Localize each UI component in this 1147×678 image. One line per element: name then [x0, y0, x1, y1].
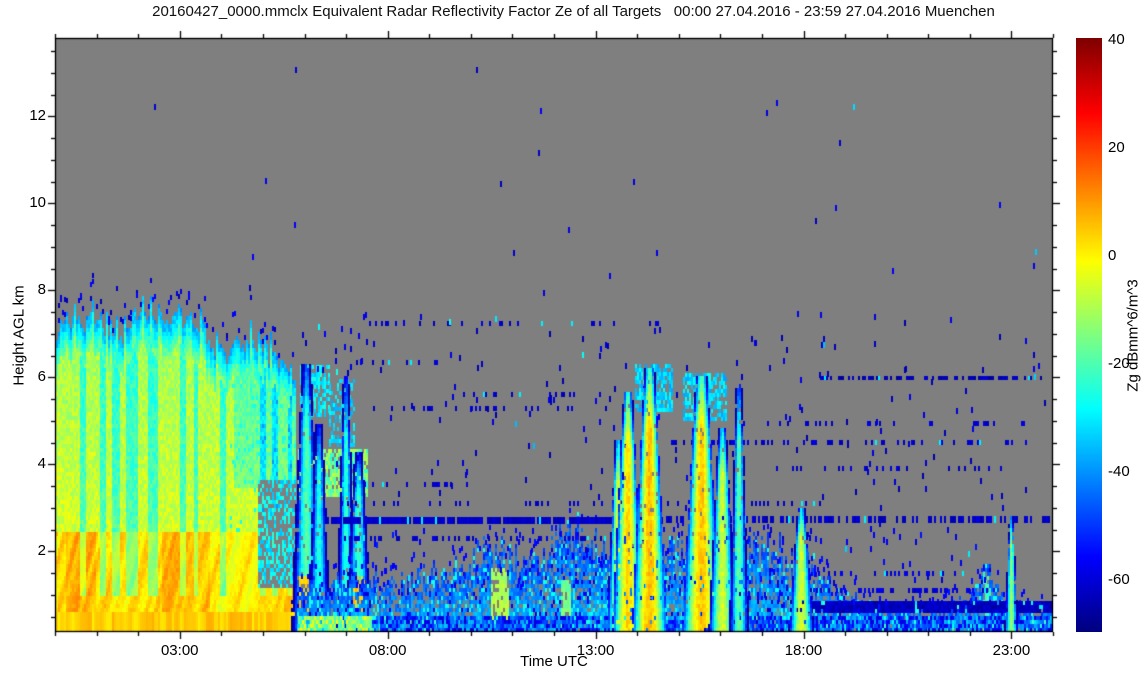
x-tick-label: 03:00	[160, 642, 199, 659]
colorbar-tick-label: 20	[1108, 139, 1125, 156]
colorbar-tick-label: 0	[1108, 247, 1117, 264]
colorbar-tick-label: 40	[1108, 31, 1125, 48]
colorbar	[1076, 38, 1102, 632]
colorbar-unit-label: Zg dBmm^6/m^3	[1124, 279, 1142, 392]
colorbar-tick-label: -20	[1108, 355, 1130, 372]
x-tick-label: 08:00	[368, 642, 407, 659]
y-tick-label: 12	[29, 107, 46, 125]
y-tick-label: 8	[37, 281, 46, 299]
y-tick-label: 4	[37, 455, 46, 473]
x-tick-label: 23:00	[992, 642, 1031, 659]
colorbar-tick-label: -60	[1108, 571, 1130, 588]
colorbar-tick-label: -40	[1108, 463, 1130, 480]
y-tick-label: 2	[37, 542, 46, 560]
x-tick-label: 18:00	[784, 642, 823, 659]
x-tick-label: 13:00	[576, 642, 615, 659]
y-tick-label: 6	[37, 368, 46, 386]
x-axis-label: Time UTC	[520, 653, 588, 670]
y-tick-label: 10	[29, 194, 46, 212]
plot-title: 20160427_0000.mmclx Equivalent Radar Ref…	[152, 3, 995, 20]
reflectivity-heatmap	[55, 38, 1053, 632]
